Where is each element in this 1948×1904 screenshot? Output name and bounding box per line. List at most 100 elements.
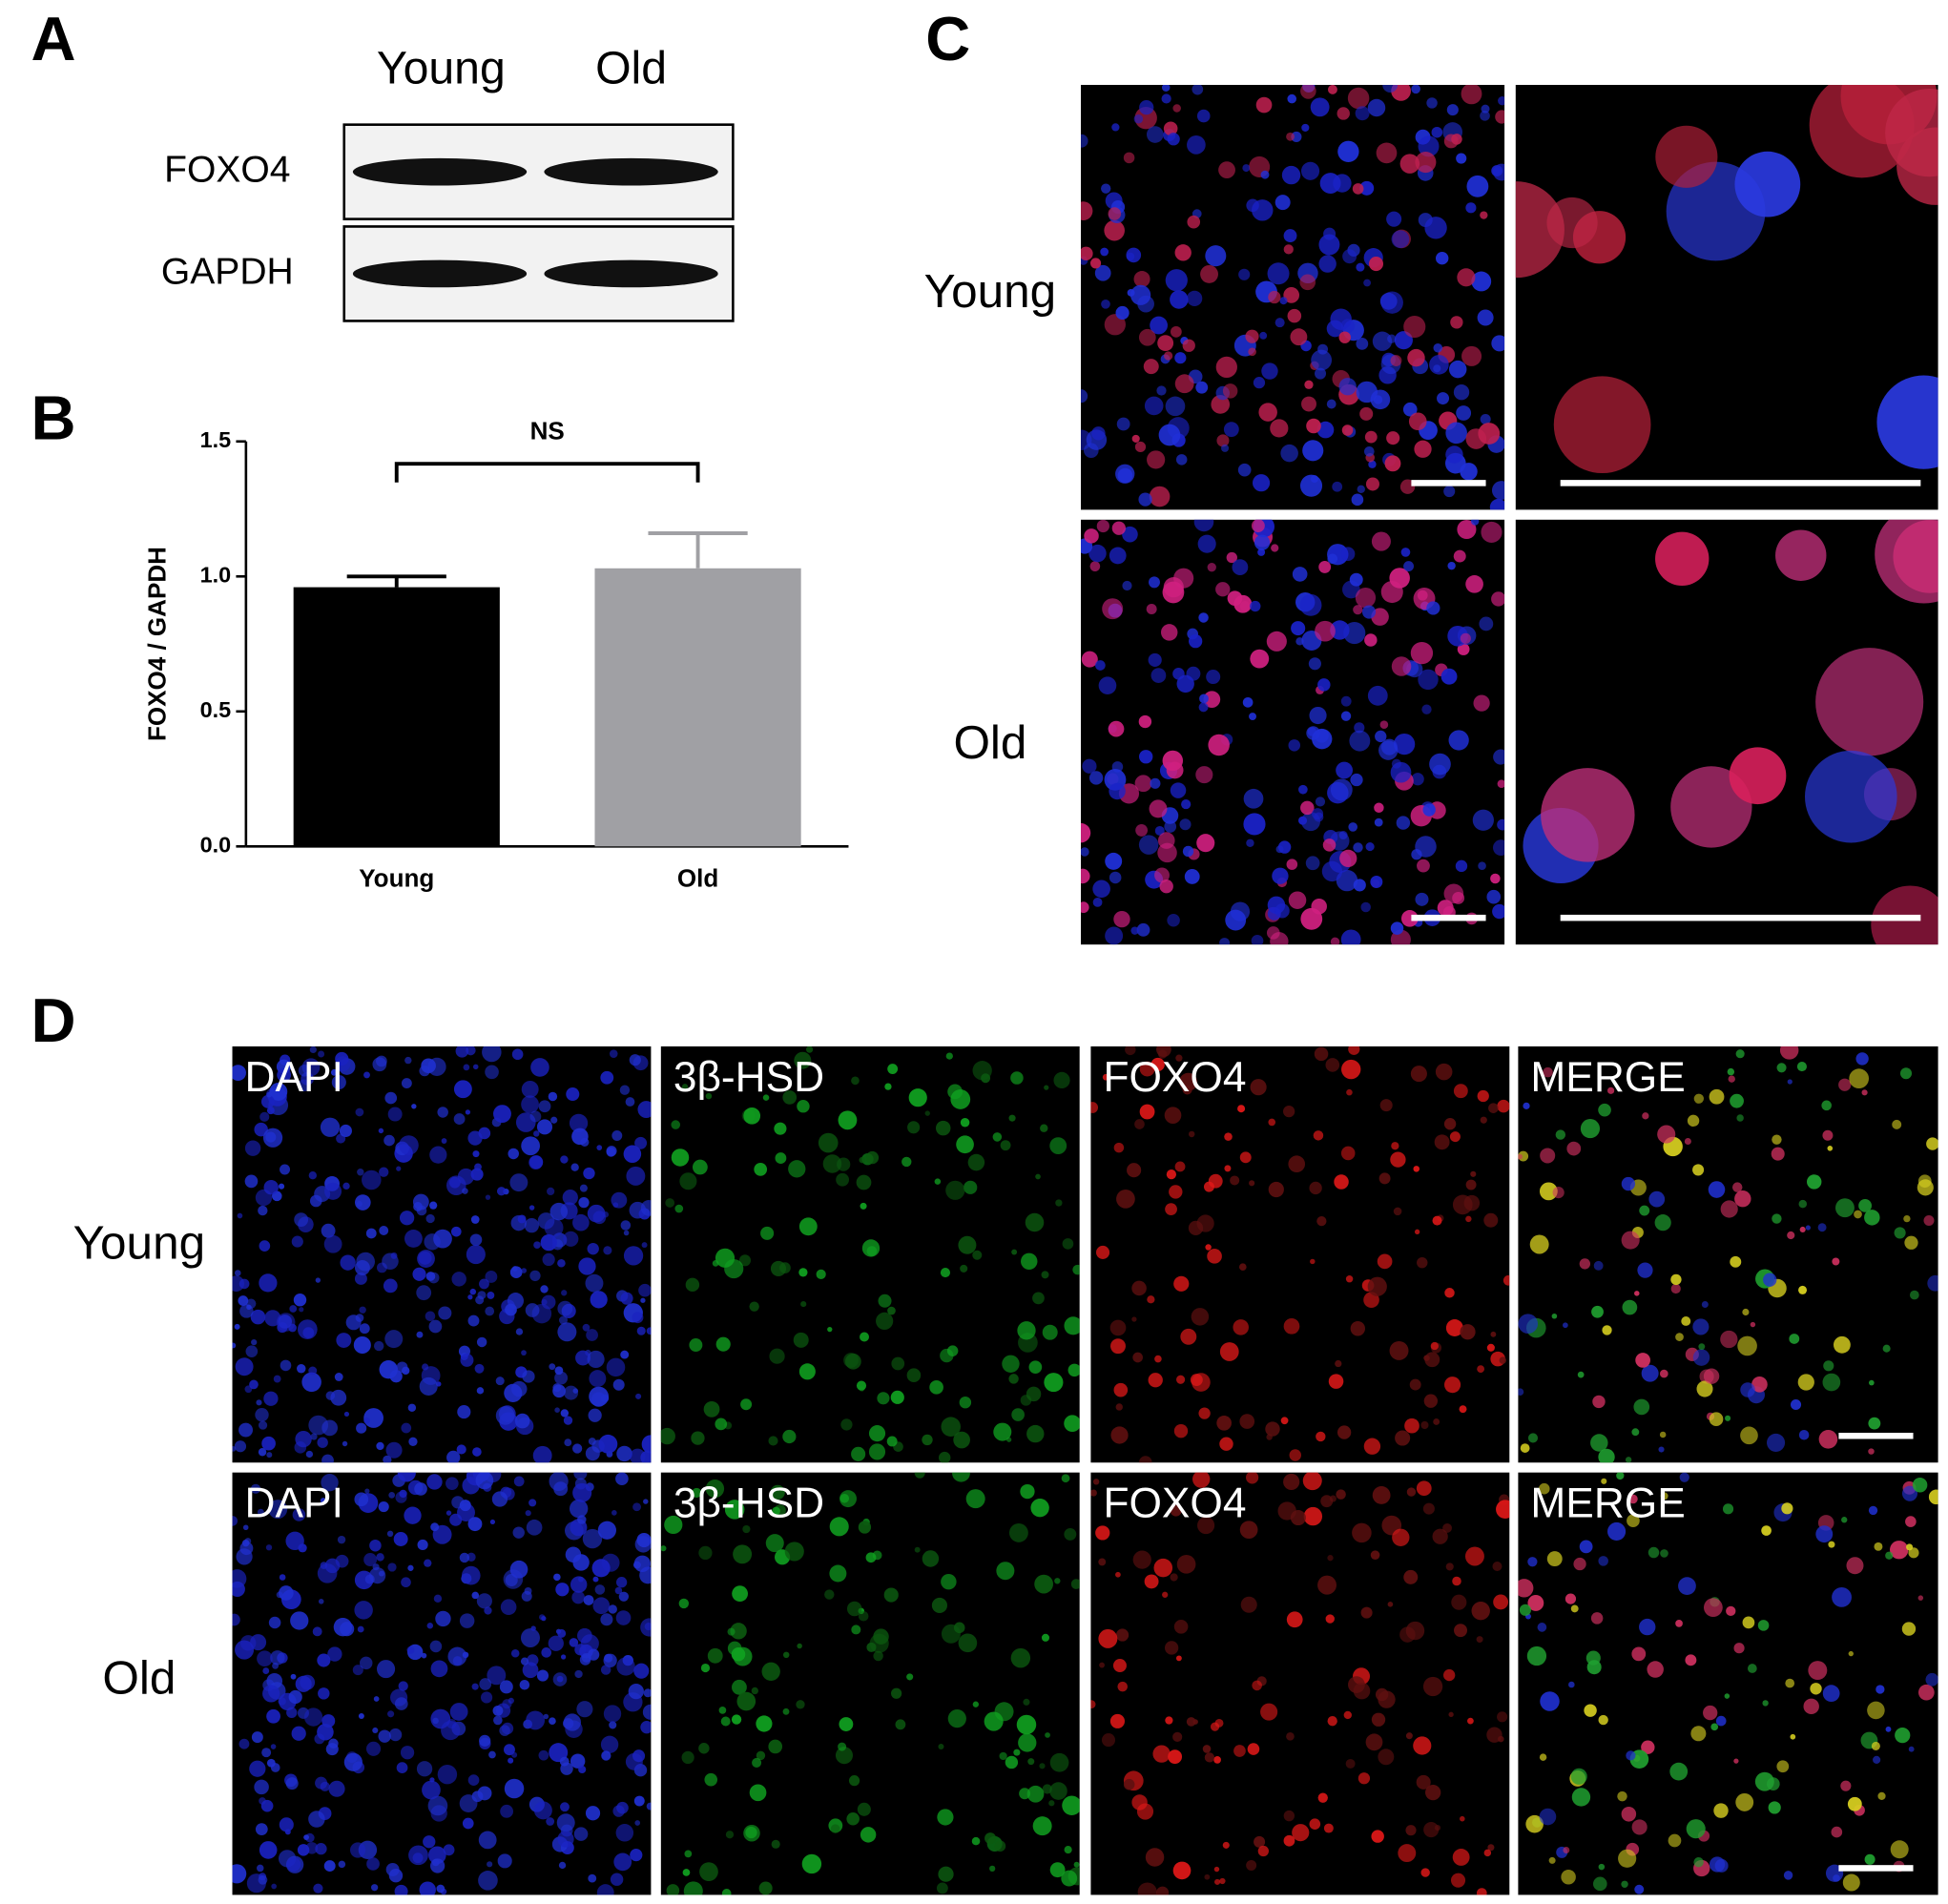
cell [770, 1260, 787, 1277]
cell [337, 1535, 346, 1544]
cell [1486, 889, 1502, 904]
cell [1268, 1118, 1276, 1127]
cell [1798, 1429, 1810, 1440]
cell [1393, 733, 1416, 755]
cell [1242, 696, 1254, 708]
cell [858, 1610, 869, 1622]
cell [1417, 859, 1430, 873]
cell [1187, 290, 1203, 307]
y-axis-label: FOXO4 / GAPDH [143, 547, 172, 741]
cell [1146, 603, 1157, 614]
cell [1917, 1174, 1932, 1189]
cell [1465, 1179, 1477, 1190]
cell [514, 1413, 530, 1429]
cell [1768, 1801, 1781, 1814]
cell [1639, 1618, 1656, 1636]
cell [1400, 910, 1419, 927]
cell [237, 1212, 243, 1219]
cell [1323, 1823, 1334, 1833]
cell [487, 1666, 507, 1686]
cell [1553, 376, 1651, 474]
cell [501, 1722, 514, 1735]
cell [1173, 1275, 1190, 1292]
cell [628, 1683, 644, 1700]
cell [721, 1889, 732, 1895]
cell [1461, 84, 1482, 105]
cell [1382, 84, 1399, 93]
cell [851, 1446, 866, 1461]
cell [259, 1841, 278, 1859]
cell [705, 1479, 725, 1499]
scale-bar [1411, 480, 1486, 486]
cell [1250, 600, 1261, 612]
cell [625, 1097, 635, 1107]
cell [1169, 1185, 1183, 1199]
cell [1131, 1316, 1137, 1322]
channel-label: 3β-HSD [674, 1054, 824, 1101]
cell [1200, 264, 1218, 283]
cell [1440, 668, 1458, 685]
cell [320, 1781, 330, 1791]
cell [1912, 1477, 1928, 1493]
cell [521, 1590, 532, 1602]
cell [371, 1884, 379, 1892]
cell [1105, 852, 1123, 870]
cell [338, 1860, 346, 1869]
cell [1457, 519, 1477, 540]
cell [478, 1831, 497, 1850]
cell [1519, 1604, 1531, 1616]
cell [379, 1360, 398, 1379]
cell [1219, 1437, 1233, 1451]
cell [1214, 1718, 1224, 1728]
cell [1337, 107, 1350, 120]
cell [467, 1314, 480, 1327]
cell [1465, 202, 1477, 214]
cell [1286, 1731, 1295, 1741]
cell [1593, 1260, 1604, 1271]
cell [441, 1720, 461, 1741]
blot-band [352, 157, 528, 186]
cell [583, 1595, 594, 1605]
cell [509, 1560, 528, 1579]
cell [1426, 97, 1438, 109]
cell [1591, 1305, 1604, 1318]
cell [569, 1638, 579, 1647]
cell [1182, 339, 1195, 352]
cell [1621, 1176, 1636, 1191]
cell [1871, 885, 1938, 945]
cell [1325, 1058, 1340, 1072]
cell [1451, 134, 1462, 145]
cell [1909, 1290, 1919, 1300]
cell [1590, 1612, 1604, 1625]
cell [1172, 668, 1185, 680]
cell [330, 1068, 338, 1076]
cell [640, 1199, 652, 1216]
cell [266, 1758, 276, 1768]
cell [511, 1048, 524, 1061]
cell [1367, 98, 1386, 117]
cell [471, 1591, 480, 1600]
cell [1219, 1877, 1226, 1885]
cell [1274, 195, 1291, 211]
cell [1675, 1333, 1684, 1341]
cell [1822, 1373, 1841, 1392]
cell [1283, 1834, 1295, 1847]
cell [1502, 1274, 1510, 1286]
cell [1277, 840, 1292, 854]
cell [1280, 1417, 1289, 1425]
cell [438, 1306, 452, 1320]
micrograph-background [660, 1472, 1080, 1895]
cell [508, 1757, 514, 1764]
cell [1196, 834, 1215, 853]
cell [258, 1420, 268, 1430]
cell [449, 1703, 468, 1721]
cell [1448, 360, 1467, 379]
cell [538, 1749, 549, 1761]
cell [1149, 486, 1171, 507]
cell [1621, 1880, 1628, 1888]
cell [958, 1235, 977, 1254]
cell [1418, 135, 1440, 157]
cell [1563, 1847, 1570, 1853]
cell [569, 1499, 589, 1519]
cell [1266, 1434, 1273, 1440]
